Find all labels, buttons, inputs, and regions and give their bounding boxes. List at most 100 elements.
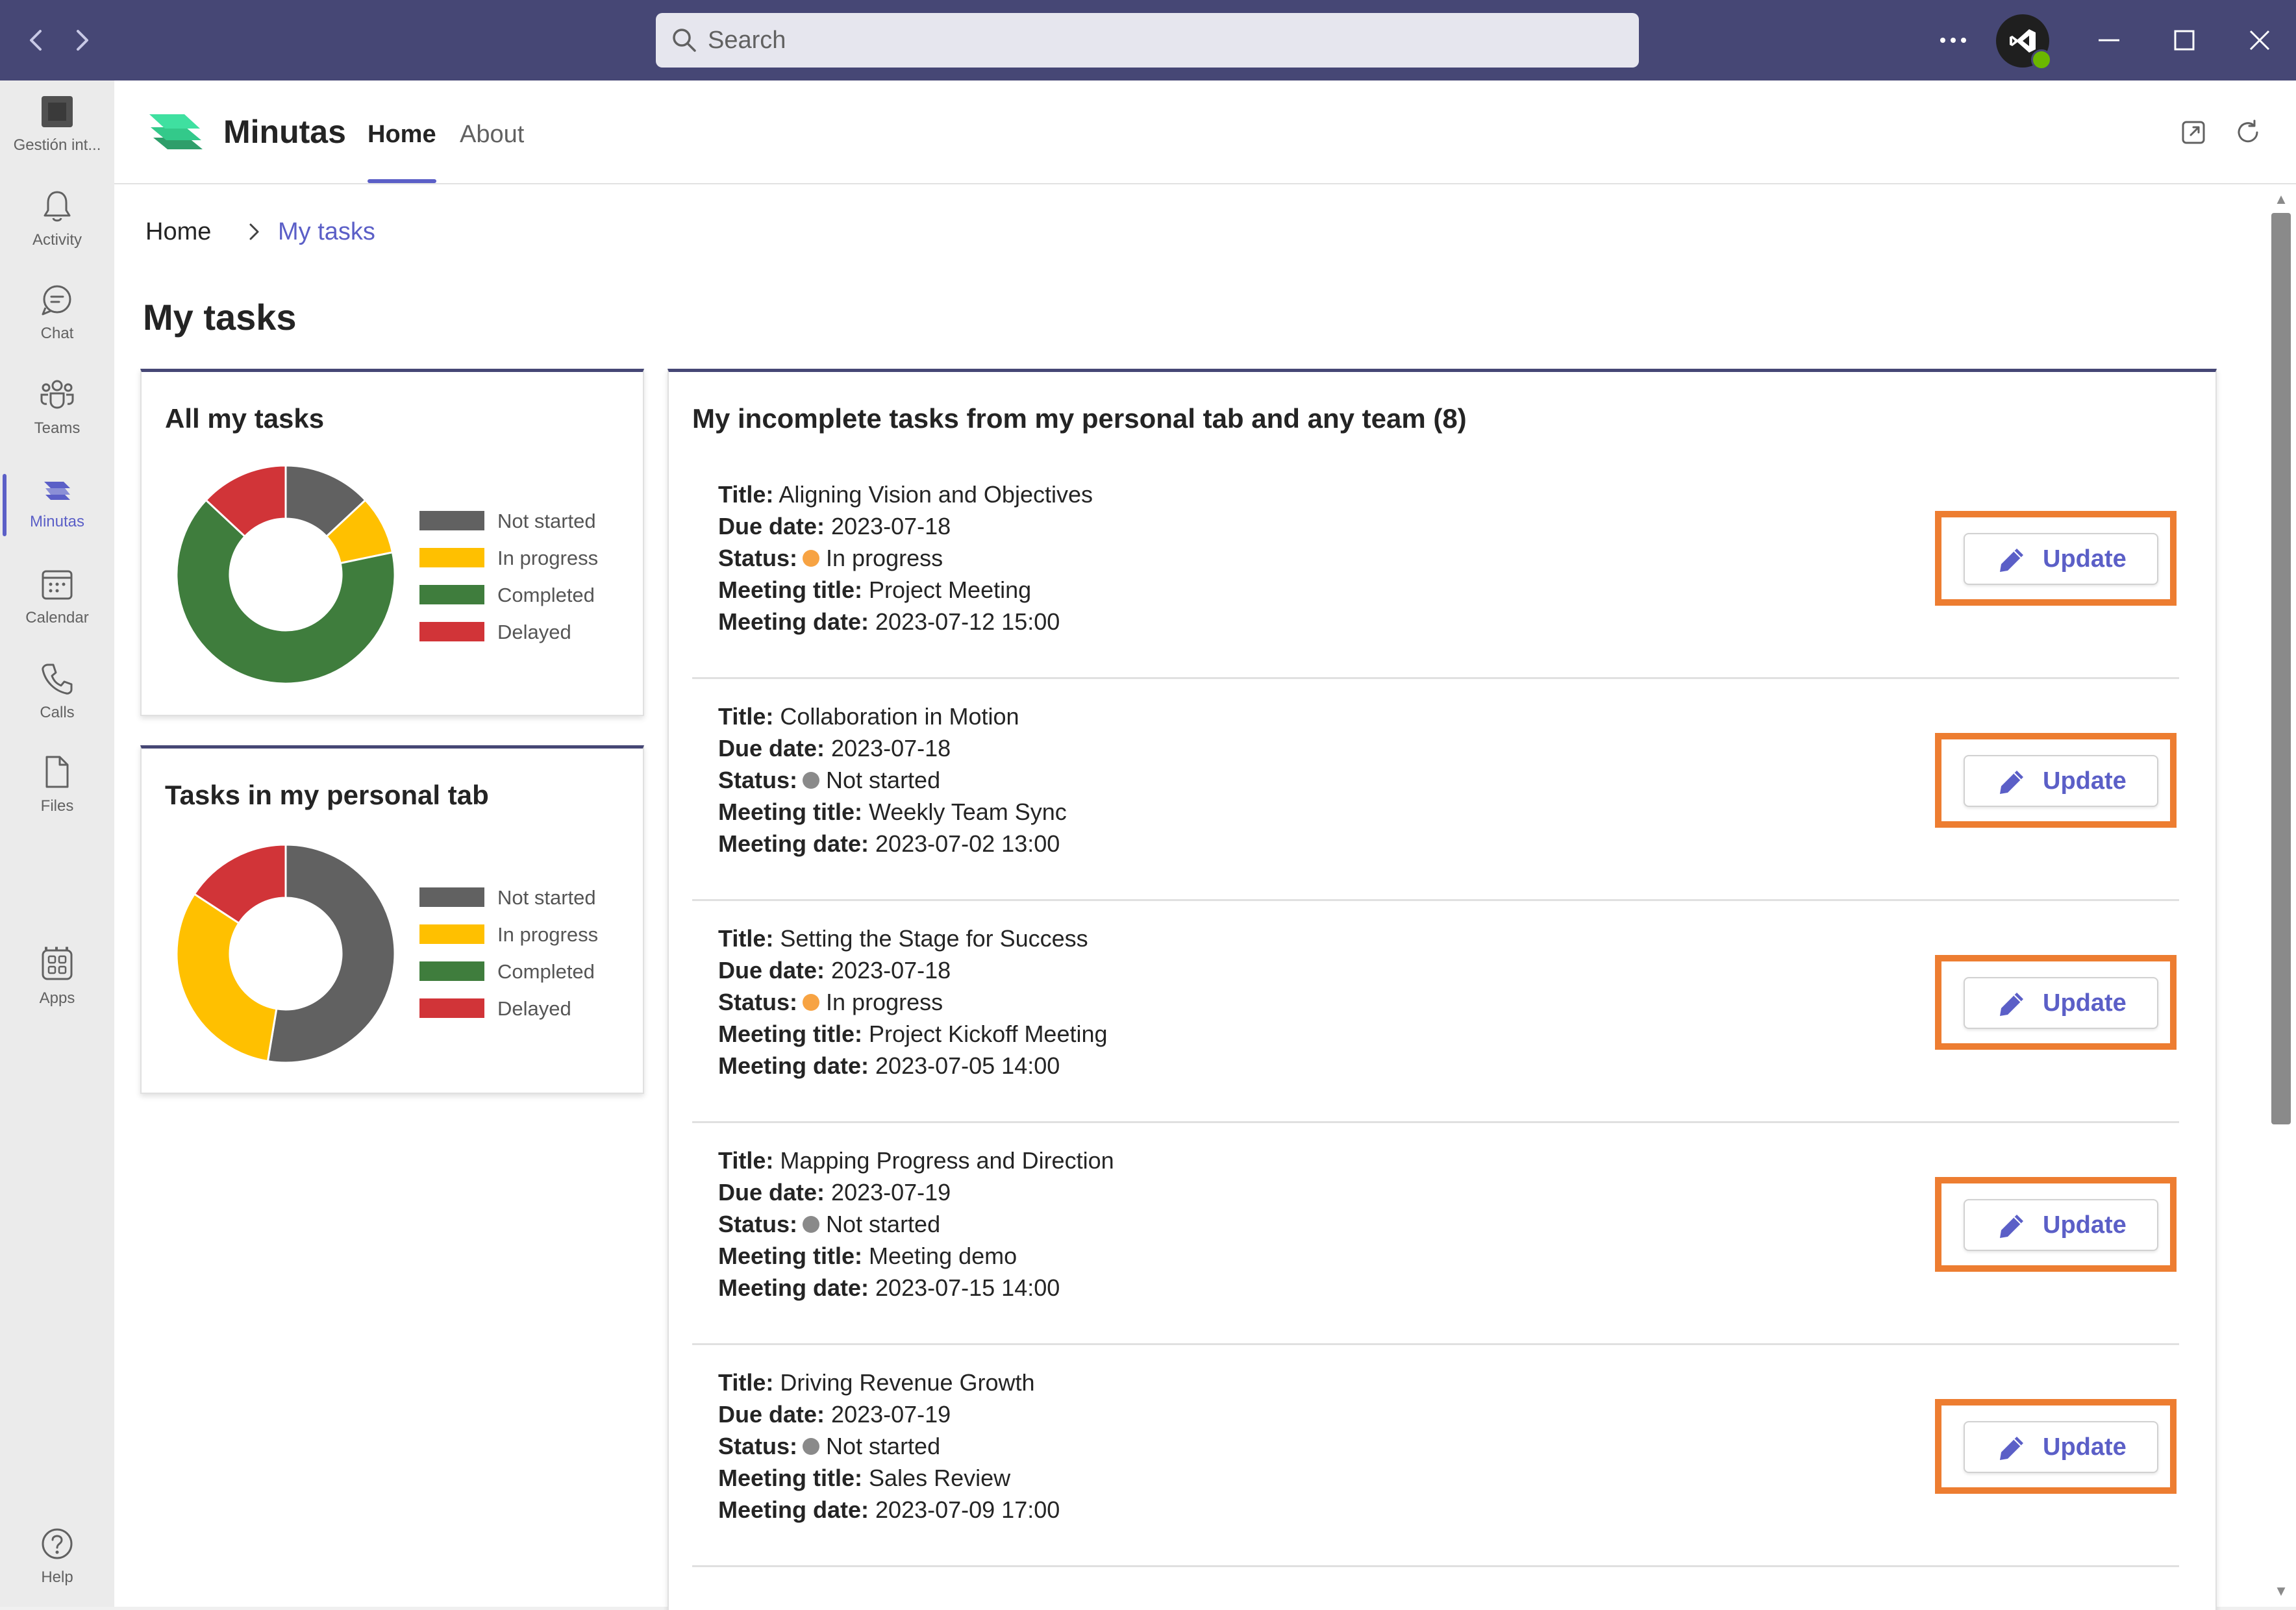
donut-slice-in-progress[interactable] [175, 893, 278, 1063]
status-dot-icon [803, 1216, 820, 1233]
task-status: Not started [826, 1433, 941, 1459]
field-label: Title: [718, 703, 774, 730]
status-dot-icon [803, 550, 820, 567]
task-details: Title: Driving Revenue Growth Due date: … [718, 1367, 1060, 1526]
task-due-date: 2023-07-18 [831, 735, 951, 762]
legend-swatch [419, 622, 484, 641]
legend-swatch [419, 961, 484, 981]
visual-studio-icon [2010, 29, 2036, 53]
task-details: Title: Collaboration in Motion Due date:… [718, 700, 1067, 860]
highlight-box: Update [1935, 511, 2177, 606]
avatar[interactable] [1996, 14, 2052, 70]
refresh-icon[interactable] [2232, 117, 2264, 148]
rail-item-minutas[interactable]: Minutas [0, 457, 114, 552]
field-label: Title: [718, 1147, 774, 1174]
task-item: Title: Aligning Vision and Objectives Du… [692, 456, 2179, 679]
highlight-box: Update [1935, 1399, 2177, 1494]
update-button[interactable]: Update [1964, 755, 2158, 807]
rail-item-apps[interactable]: Apps [0, 934, 114, 1028]
status-dot-icon [803, 772, 820, 789]
task-meeting-date: 2023-07-02 13:00 [875, 830, 1060, 857]
search-placeholder: Search [708, 27, 786, 54]
rail-item-calendar[interactable]: Calendar [0, 553, 114, 648]
update-button[interactable]: Update [1964, 1199, 2158, 1251]
popout-icon[interactable] [2178, 117, 2209, 148]
legend-label: Not started [497, 886, 596, 909]
rail-item-teams[interactable]: Teams [0, 364, 114, 458]
minimize-icon[interactable] [2092, 23, 2126, 57]
incomplete-tasks-panel: My incomplete tasks from my personal tab… [668, 369, 2217, 1610]
legend-label: Not started [497, 510, 596, 532]
breadcrumb-home[interactable]: Home [145, 218, 212, 245]
task-due-date: 2023-07-19 [831, 1401, 951, 1428]
file-icon [39, 754, 75, 791]
rail-label: Activity [32, 231, 82, 249]
field-label: Due date: [718, 513, 825, 539]
search-input[interactable]: Search [656, 13, 1639, 68]
task-item: Title: Setting the Stage for Success Due… [692, 900, 2179, 1123]
field-label: Status: [718, 767, 798, 793]
legend-swatch [419, 887, 484, 907]
field-label: Meeting title: [718, 799, 862, 825]
donut-slice-delayed[interactable] [193, 843, 287, 925]
scrollbar-thumb[interactable] [2271, 213, 2291, 1124]
rail-label: Help [41, 1568, 73, 1586]
apps-icon [39, 947, 75, 983]
tab-about[interactable]: About [460, 121, 525, 148]
maximize-icon[interactable] [2167, 23, 2201, 57]
pencil-icon [2000, 993, 2023, 1016]
task-details: Title: Setting the Stage for Success Due… [718, 923, 1108, 1082]
forward-arrow-icon[interactable] [64, 22, 100, 58]
rail-item-gestion[interactable]: Gestión int... [0, 80, 114, 175]
field-label: Due date: [718, 735, 825, 762]
personal-tab-card: Tasks in my personal tab Not started In … [140, 745, 644, 1094]
rail-item-activity[interactable]: Activity [0, 175, 114, 270]
close-icon[interactable] [2243, 23, 2277, 57]
donut-slice-completed[interactable] [175, 499, 396, 685]
task-item: Title: Mapping Progress and Direction Du… [692, 1122, 2179, 1345]
legend-label: In progress [497, 923, 599, 946]
task-meeting-title: Weekly Team Sync [869, 799, 1067, 825]
chevron-right-icon [243, 221, 265, 243]
field-label: Status: [718, 545, 798, 571]
rail-item-help[interactable]: Help [0, 1513, 114, 1607]
field-label: Title: [718, 481, 774, 508]
field-label: Meeting date: [718, 1274, 869, 1301]
rail-item-chat[interactable]: Chat [0, 269, 114, 364]
task-status: Not started [826, 1211, 941, 1237]
update-button[interactable]: Update [1964, 533, 2158, 585]
field-label: Status: [718, 989, 798, 1015]
rail-item-calls[interactable]: Calls [0, 648, 114, 743]
help-icon [39, 1526, 75, 1562]
scroll-up-icon[interactable]: ▲ [2274, 191, 2288, 207]
field-label: Meeting title: [718, 1465, 862, 1491]
title-bar: Search [0, 0, 2296, 80]
legend-label: Delayed [497, 997, 571, 1020]
task-meeting-title: Sales Review [869, 1465, 1011, 1491]
update-button[interactable]: Update [1964, 1421, 2158, 1473]
field-label: Status: [718, 1211, 798, 1237]
task-title: Mapping Progress and Direction [780, 1147, 1114, 1174]
update-label: Update [2043, 545, 2127, 573]
field-label: Meeting title: [718, 576, 862, 603]
scrollbar[interactable]: ▲ ▼ [2230, 184, 2296, 1607]
field-label: Meeting title: [718, 1021, 862, 1047]
all-tasks-donut-chart [175, 464, 396, 685]
tasks-heading: My incomplete tasks from my personal tab… [692, 403, 1467, 434]
rail-label: Calls [40, 704, 75, 721]
legend-swatch [419, 924, 484, 944]
donut-slice-delayed[interactable] [205, 464, 287, 538]
tab-home[interactable]: Home [368, 121, 436, 183]
update-label: Update [2043, 767, 2127, 795]
card-title: Tasks in my personal tab [165, 780, 489, 810]
more-apps-icon[interactable]: ··· [42, 931, 73, 961]
legend-swatch [419, 585, 484, 604]
donut-slice-not-started[interactable] [266, 843, 396, 1064]
update-button[interactable]: Update [1964, 977, 2158, 1029]
scroll-down-icon[interactable]: ▼ [2274, 1583, 2288, 1599]
more-options-icon[interactable] [1934, 19, 1973, 61]
task-title: Aligning Vision and Objectives [779, 481, 1093, 508]
rail-label: Apps [39, 989, 75, 1007]
back-arrow-icon[interactable] [18, 22, 55, 58]
rail-item-files[interactable]: Files [0, 741, 114, 836]
